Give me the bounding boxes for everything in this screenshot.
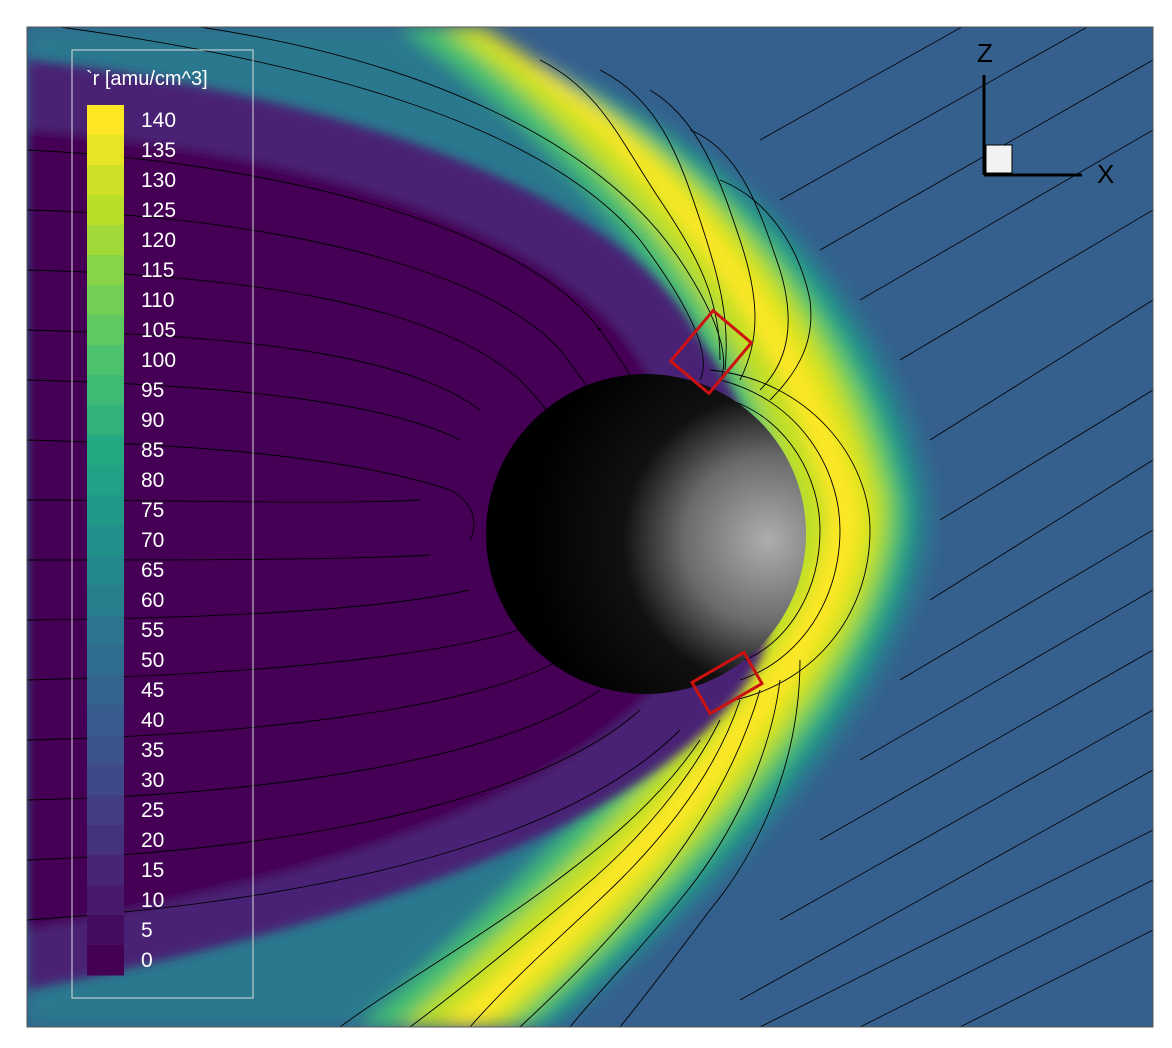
colorbar-tick-label: 90 — [141, 409, 164, 432]
colorbar-swatch — [87, 555, 124, 586]
colorbar-tick-label: 140 — [141, 109, 176, 132]
colorbar-swatch — [87, 615, 124, 646]
colorbar-ticks: 1401351301251201151101051009590858075706… — [141, 109, 176, 972]
colorbar-swatch — [87, 405, 124, 436]
axes-triad: Z X — [977, 38, 1114, 189]
colorbar-tick-label: 130 — [141, 169, 176, 192]
colorbar-swatch — [87, 315, 124, 346]
colorbar-tick-label: 40 — [141, 709, 164, 732]
colorbar-swatch — [87, 345, 124, 376]
colorbar-tick-label: 110 — [141, 289, 174, 312]
colorbar-swatch — [87, 195, 124, 226]
colorbar-legend: `r [amu/cm^3] 14013513012512011511010510… — [71, 49, 254, 999]
colorbar-tick-label: 70 — [141, 529, 164, 552]
colorbar-tick-label: 80 — [141, 469, 164, 492]
colorbar-swatch — [87, 675, 124, 706]
marker-north — [668, 308, 754, 396]
colorbar-swatch — [87, 855, 124, 886]
region-markers — [668, 308, 765, 716]
legend-frame — [71, 49, 254, 999]
plot-frame — [26, 26, 1154, 1028]
colorbar-swatch — [87, 285, 124, 316]
colorbar-tick-label: 15 — [141, 859, 164, 882]
marker-south — [689, 650, 765, 716]
planet — [486, 374, 806, 694]
colorbar-tick-label: 85 — [141, 439, 164, 462]
colorbar-swatch — [87, 525, 124, 556]
colorbar-swatch — [87, 885, 124, 916]
colorbar-swatch — [87, 945, 124, 976]
colorbar-tick-label: 10 — [141, 889, 164, 912]
magnetosphere-region — [27, 60, 777, 990]
colorbar-swatch — [87, 375, 124, 406]
colorbar-tick-label: 135 — [141, 139, 176, 162]
colorbar-tick-label: 0 — [141, 949, 153, 972]
colorbar-tick-label: 125 — [141, 199, 176, 222]
colorbar-swatch — [87, 765, 124, 796]
colorbar-tick-label: 120 — [141, 229, 176, 252]
colorbar-swatches — [87, 105, 124, 976]
colorbar-swatch — [87, 225, 124, 256]
colorbar-swatch — [87, 645, 124, 676]
colorbar-tick-label: 5 — [141, 919, 153, 942]
colorbar-swatch — [87, 705, 124, 736]
colorbar-tick-label: 25 — [141, 799, 164, 822]
colorbar-tick-label: 50 — [141, 649, 164, 672]
solar-wind-field-lines — [739, 27, 1153, 1027]
colorbar-swatch — [87, 495, 124, 526]
colorbar-tick-label: 20 — [141, 829, 164, 852]
colorbar-tick-label: 100 — [141, 349, 176, 372]
colorbar-swatch — [87, 735, 124, 766]
colorbar-tick-label: 65 — [141, 559, 164, 582]
colorbar-swatch — [87, 435, 124, 466]
colorbar-swatch — [87, 105, 124, 136]
colorbar-swatch — [87, 795, 124, 826]
colorbar-tick-label: 115 — [141, 259, 174, 282]
colorbar-tick-label: 60 — [141, 589, 164, 612]
colorbar-swatch — [87, 465, 124, 496]
colorbar-swatch — [87, 255, 124, 286]
colorbar-tick-label: 75 — [141, 499, 164, 522]
colorbar-swatch — [87, 825, 124, 856]
axis-z-label: Z — [977, 38, 993, 68]
colorbar-tick-label: 35 — [141, 739, 164, 762]
colorbar-tick-label: 105 — [141, 319, 176, 342]
colorbar-swatch — [87, 165, 124, 196]
colorbar-tick-label: 30 — [141, 769, 164, 792]
colorbar-tick-label: 95 — [141, 379, 164, 402]
axis-x-label: X — [1097, 159, 1114, 189]
plot-area: Z X `r [amu/cm^3] 140 135 130 125 120 115 110 1… — [27, 27, 1153, 1027]
colorbar-title: `r [amu/cm^3] — [86, 68, 208, 90]
colorbar-swatch — [87, 135, 124, 166]
colorbar-swatch — [87, 585, 124, 616]
colorbar-swatch — [87, 915, 124, 946]
colorbar-tick-label: 55 — [141, 619, 164, 642]
colorbar-tick-label: 45 — [141, 679, 164, 702]
